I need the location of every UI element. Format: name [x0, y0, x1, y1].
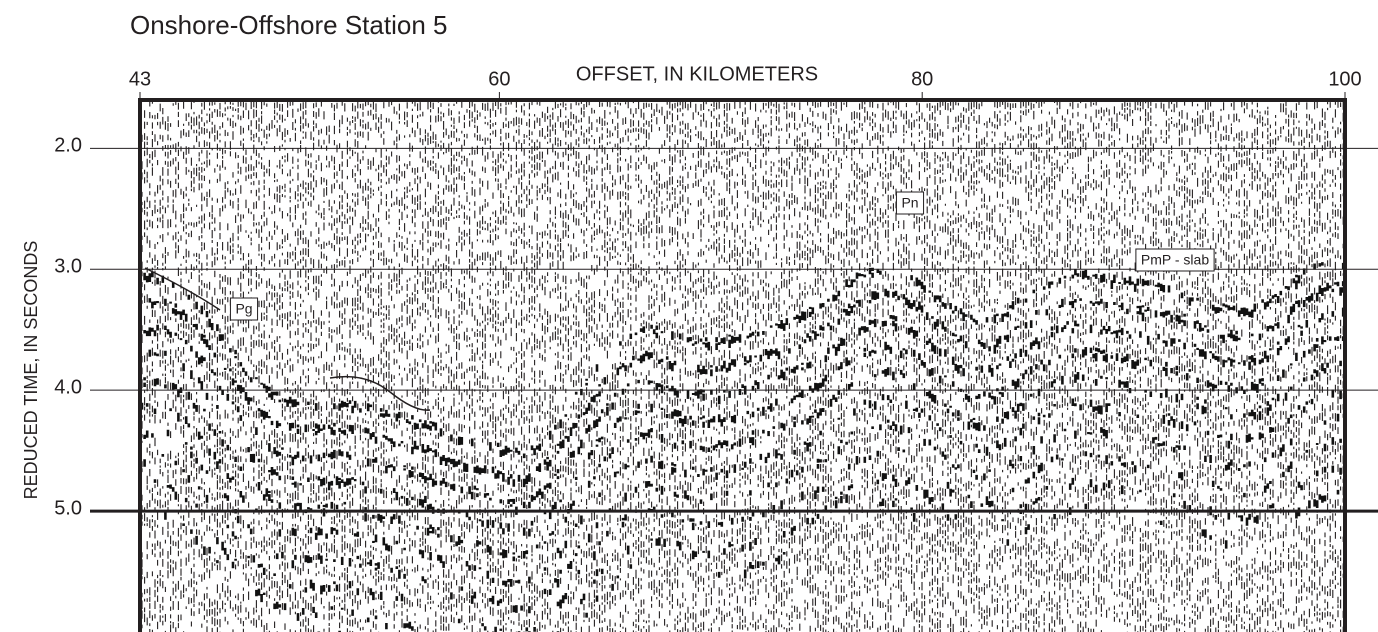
y-tick-label: 5.0 [54, 497, 82, 519]
y-tick-label: 4.0 [54, 376, 82, 398]
chart-title: Onshore-Offshore Station 5 [130, 10, 447, 40]
seismic-traces [142, 100, 1343, 632]
trace-noise [142, 100, 1343, 632]
x-tick-label: 43 [129, 68, 151, 90]
annotation: PmP - slab [1141, 252, 1209, 268]
x-axis-label: OFFSET, IN KILOMETERS [576, 63, 818, 85]
y-tick-label: 3.0 [54, 256, 82, 278]
annotation: Pn [901, 195, 918, 211]
y-tick-label: 2.0 [54, 135, 82, 157]
chart: Onshore-Offshore Station 5 OFFSET, IN KI… [0, 0, 1378, 632]
x-tick-label: 60 [488, 68, 510, 90]
y-axis-label: REDUCED TIME, IN SECONDS [21, 241, 41, 500]
trace-events [142, 262, 1343, 632]
x-tick-label: 80 [911, 68, 933, 90]
x-tick-label: 100 [1328, 68, 1361, 90]
annotation: Pg [235, 301, 252, 317]
